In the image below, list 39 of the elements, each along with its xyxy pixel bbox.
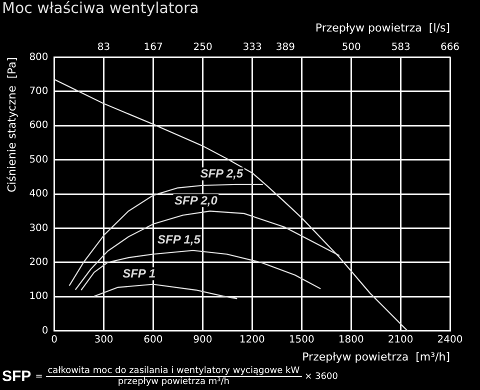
text: = [35, 372, 43, 382]
series-label: SFP 1,5 [157, 232, 201, 247]
x2-tick-label: 333 [242, 42, 262, 53]
y-tick-label: 400 [29, 188, 48, 200]
y-tick-label: 100 [29, 291, 48, 302]
x2-axis-title: Przepływ powietrza [l/s] [315, 21, 450, 34]
x2-tick-label: 583 [391, 42, 410, 53]
y-tick-label: 0 [42, 325, 48, 336]
x-tick-label: 0 [51, 334, 58, 346]
x-tick-label: 900 [193, 334, 212, 346]
y-tick-label: 600 [29, 120, 48, 132]
x2-tick-label: 500 [342, 42, 361, 53]
x2-tick-label: 250 [193, 42, 212, 53]
x2-tick-label: 389 [276, 42, 295, 53]
y-tick-label: 300 [29, 222, 48, 234]
y-tick-label: 800 [29, 52, 48, 63]
text: całkowita moc do zasilania i wentylatory wyciągowe kW [46, 366, 302, 377]
x-tick-label: 600 [144, 334, 163, 346]
x-axis-title: Przepływ powietrza [m³/h] [302, 350, 450, 364]
series-label: SFP 2,5 [200, 166, 244, 181]
y-tick-label: 200 [29, 256, 48, 268]
y-tick-label: 700 [29, 86, 48, 97]
series-label: SFP 1 [122, 266, 156, 281]
x2-tick-label: 167 [144, 42, 163, 53]
x-tick-label: 300 [94, 334, 114, 346]
series-label: SFP 2,0 [174, 193, 218, 208]
x-tick-label: 1200 [239, 334, 265, 346]
x-tick-label: 1800 [338, 334, 364, 346]
text: SFP [2, 368, 32, 385]
x-tick-label: 1500 [288, 334, 314, 346]
chart-title: Moc właściwa wentylatora [2, 0, 199, 17]
x-tick-label: 2400 [437, 334, 463, 346]
y-axis-title: Ciśnienie statyczne [Pa] [5, 57, 18, 192]
text: przepływ powietrza m³/h [118, 377, 230, 387]
x-tick-label: 2100 [388, 334, 414, 346]
x2-tick-label: 666 [440, 42, 460, 53]
x2-tick-label: 83 [97, 42, 110, 53]
y-tick-label: 500 [29, 154, 48, 166]
text: × 3600 [304, 372, 338, 382]
